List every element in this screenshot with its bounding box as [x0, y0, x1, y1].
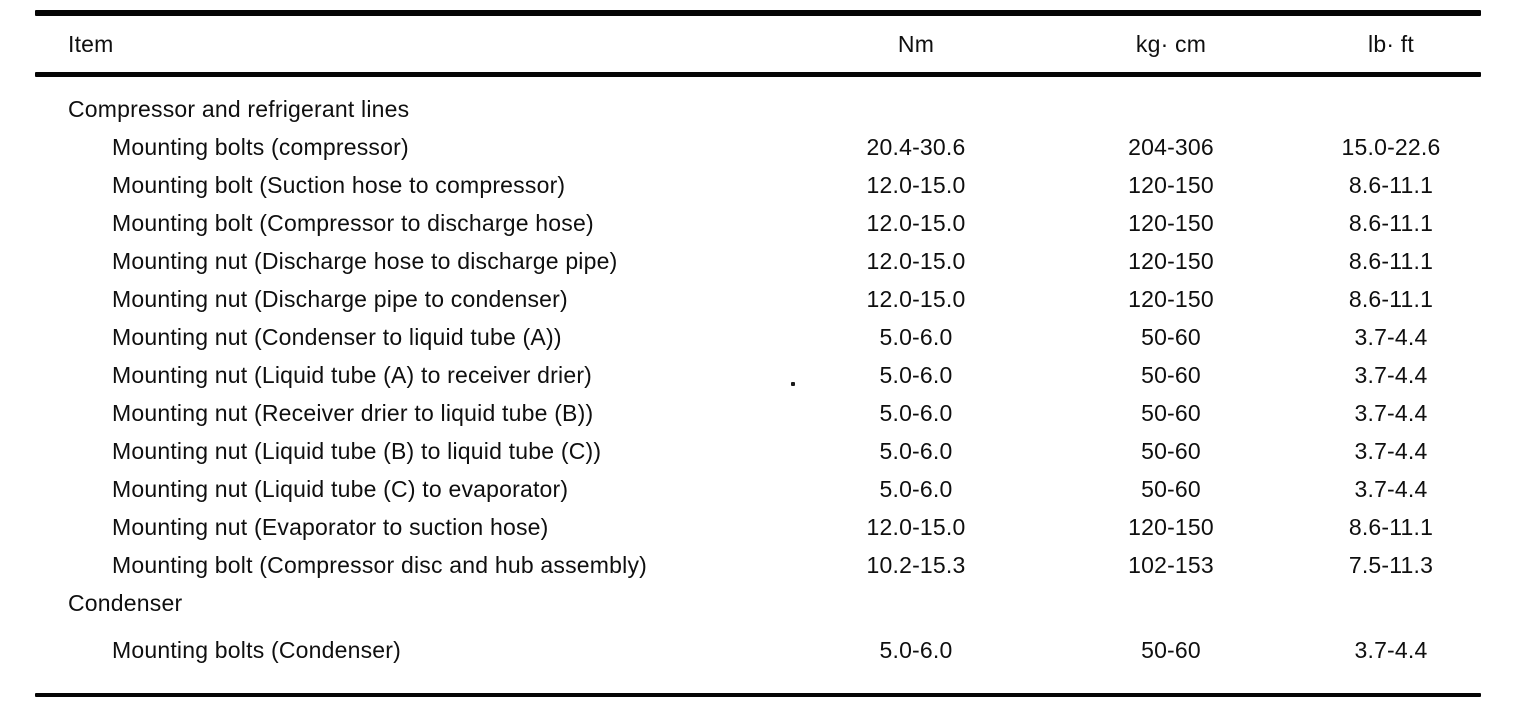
table-row: Mounting nut (Evaporator to suction hose… [35, 508, 1481, 546]
kg-cm-cell: 204-306 [1128, 133, 1214, 160]
table-row: Mounting nut (Discharge pipe to condense… [35, 280, 1481, 318]
section-title-condenser: Condenser [35, 584, 1481, 622]
item-cell: Mounting bolts (Condenser) [112, 636, 402, 663]
column-header-item: Item [68, 30, 114, 57]
table-row: Mounting bolts (Condenser) 5.0-6.0 50-60… [35, 631, 1481, 669]
table-header-rule [35, 72, 1481, 77]
nm-cell: 12.0-15.0 [866, 247, 966, 274]
table-row: Mounting bolt (Suction hose to compresso… [35, 166, 1481, 204]
kg-cm-cell: 120-150 [1128, 247, 1214, 274]
kg-cm-cell: 50-60 [1141, 399, 1201, 426]
table-body: Compressor and refrigerant lines Mountin… [35, 77, 1481, 669]
column-header-lb-ft: lb· ft [1368, 30, 1414, 57]
torque-spec-table: Item Nm kg· cm lb· ft Compressor and ref… [35, 10, 1481, 697]
table-row: Mounting nut (Discharge hose to discharg… [35, 242, 1481, 280]
kg-cm-cell: 120-150 [1128, 209, 1214, 236]
nm-cell: 5.0-6.0 [879, 399, 953, 426]
item-cell: Mounting nut (Liquid tube (A) to receive… [112, 361, 593, 388]
section-title-label: Condenser [68, 589, 183, 616]
item-cell: Mounting nut (Condenser to liquid tube (… [112, 323, 562, 350]
lb-ft-cell: 8.6-11.1 [1348, 285, 1434, 312]
lb-ft-cell: 3.7-4.4 [1354, 475, 1428, 502]
kg-cm-cell: 50-60 [1141, 361, 1201, 388]
table-top-rule [35, 10, 1481, 16]
nm-cell: 5.0-6.0 [879, 437, 953, 464]
kg-cm-cell: 120-150 [1128, 513, 1214, 540]
kg-cm-cell: 50-60 [1141, 636, 1201, 663]
table-row: Mounting bolts (compressor) 20.4-30.6 20… [35, 128, 1481, 166]
nm-cell: 5.0-6.0 [879, 636, 953, 663]
table-row: Mounting nut (Liquid tube (B) to liquid … [35, 432, 1481, 470]
item-cell: Mounting nut (Liquid tube (B) to liquid … [112, 437, 602, 464]
lb-ft-cell: 8.6-11.1 [1348, 209, 1434, 236]
lb-ft-cell: 3.7-4.4 [1354, 399, 1428, 426]
lb-ft-cell: 8.6-11.1 [1348, 513, 1434, 540]
column-header-nm: Nm [897, 30, 935, 57]
nm-cell: 10.2-15.3 [866, 551, 966, 578]
table-row: Mounting nut (Liquid tube (A) to receive… [35, 356, 1481, 394]
lb-ft-cell: 3.7-4.4 [1354, 361, 1428, 388]
nm-cell: 5.0-6.0 [879, 323, 953, 350]
column-header-kg-cm: kg· cm [1135, 30, 1207, 57]
nm-cell: 12.0-15.0 [866, 171, 966, 198]
item-cell: Mounting bolt (Compressor to discharge h… [112, 209, 594, 236]
table-row: Mounting nut (Liquid tube (C) to evapora… [35, 470, 1481, 508]
table-bottom-rule [35, 693, 1481, 697]
scan-speck [791, 382, 795, 386]
nm-cell: 12.0-15.0 [866, 513, 966, 540]
item-cell: Mounting nut (Liquid tube (C) to evapora… [112, 475, 569, 502]
nm-cell: 20.4-30.6 [866, 133, 966, 160]
item-cell: Mounting bolt (Compressor disc and hub a… [112, 551, 648, 578]
nm-cell: 12.0-15.0 [866, 209, 966, 236]
lb-ft-cell: 3.7-4.4 [1354, 437, 1428, 464]
lb-ft-cell: 8.6-11.1 [1348, 171, 1434, 198]
item-cell: Mounting nut (Evaporator to suction hose… [112, 513, 549, 540]
kg-cm-cell: 120-150 [1128, 285, 1214, 312]
lb-ft-cell: 3.7-4.4 [1354, 323, 1428, 350]
kg-cm-cell: 50-60 [1141, 475, 1201, 502]
kg-cm-cell: 102-153 [1128, 551, 1214, 578]
item-cell: Mounting nut (Discharge hose to discharg… [112, 247, 618, 274]
kg-cm-cell: 50-60 [1141, 437, 1201, 464]
lb-ft-cell: 3.7-4.4 [1354, 636, 1428, 663]
table-row: Mounting bolt (Compressor to discharge h… [35, 204, 1481, 242]
lb-ft-cell: 8.6-11.1 [1348, 247, 1434, 274]
kg-cm-cell: 120-150 [1128, 171, 1214, 198]
table-row: Mounting nut (Condenser to liquid tube (… [35, 318, 1481, 356]
item-cell: Mounting nut (Receiver drier to liquid t… [112, 399, 594, 426]
table-row: Mounting nut (Receiver drier to liquid t… [35, 394, 1481, 432]
nm-cell: 5.0-6.0 [879, 475, 953, 502]
lb-ft-cell: 7.5-11.3 [1348, 551, 1434, 578]
table-row: Mounting bolt (Compressor disc and hub a… [35, 546, 1481, 584]
section-title-label: Compressor and refrigerant lines [68, 95, 410, 122]
item-cell: Mounting bolts (compressor) [112, 133, 409, 160]
item-cell: Mounting bolt (Suction hose to compresso… [112, 171, 566, 198]
kg-cm-cell: 50-60 [1141, 323, 1201, 350]
section-title-compressor-and-refrigerant-lines: Compressor and refrigerant lines [35, 90, 1481, 128]
nm-cell: 12.0-15.0 [866, 285, 966, 312]
item-cell: Mounting nut (Discharge pipe to condense… [112, 285, 568, 312]
lb-ft-cell: 15.0-22.6 [1341, 133, 1441, 160]
table-header-row: Item Nm kg· cm lb· ft [35, 16, 1481, 72]
nm-cell: 5.0-6.0 [879, 361, 953, 388]
